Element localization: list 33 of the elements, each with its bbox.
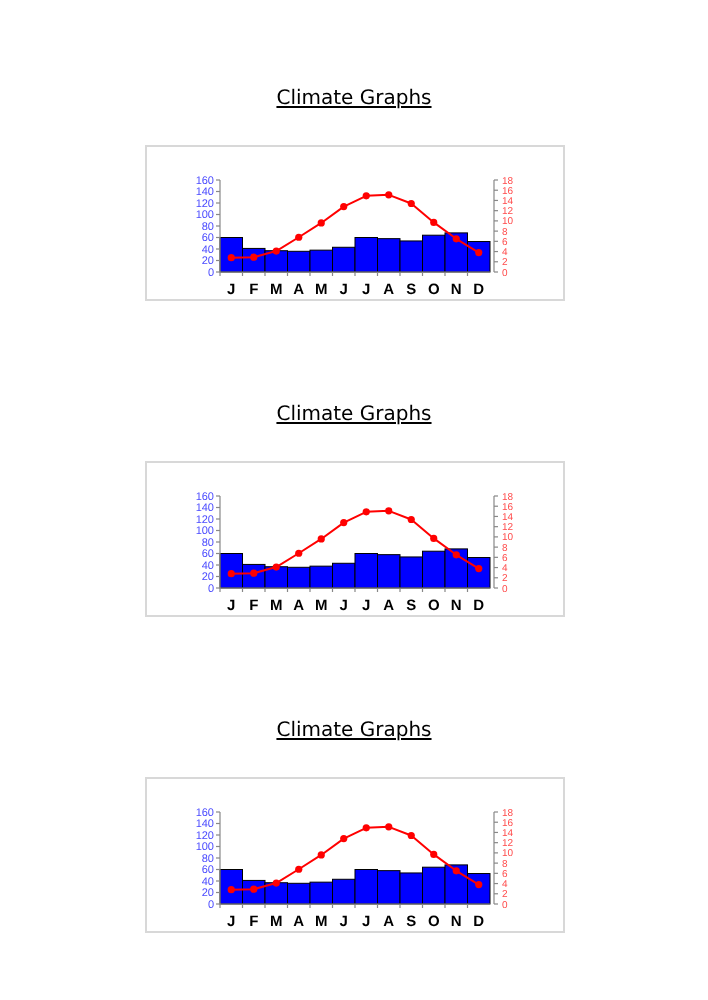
point	[362, 192, 370, 200]
point	[317, 535, 325, 543]
point	[227, 886, 235, 894]
point	[407, 831, 415, 840]
point	[317, 851, 325, 859]
point	[272, 879, 280, 887]
point	[452, 867, 460, 875]
point	[227, 570, 235, 578]
point	[227, 254, 235, 262]
point	[385, 507, 393, 515]
chart-title: Climate Graphs	[276, 720, 432, 742]
point	[385, 191, 393, 199]
point	[452, 551, 460, 559]
point	[340, 202, 348, 211]
point	[295, 865, 303, 873]
point	[340, 518, 348, 527]
point	[407, 515, 415, 524]
point	[430, 218, 438, 227]
point	[272, 247, 280, 255]
point	[362, 508, 370, 516]
point	[430, 534, 438, 543]
point	[272, 563, 280, 571]
point	[430, 850, 438, 859]
point	[362, 824, 370, 832]
point	[317, 219, 325, 227]
point	[385, 823, 393, 831]
chart-title: Climate Graphs	[276, 88, 432, 110]
point	[295, 233, 303, 241]
point	[407, 199, 415, 208]
point	[340, 834, 348, 843]
chart-title: Climate Graphs	[276, 404, 432, 426]
point	[295, 549, 303, 557]
point	[452, 235, 460, 243]
